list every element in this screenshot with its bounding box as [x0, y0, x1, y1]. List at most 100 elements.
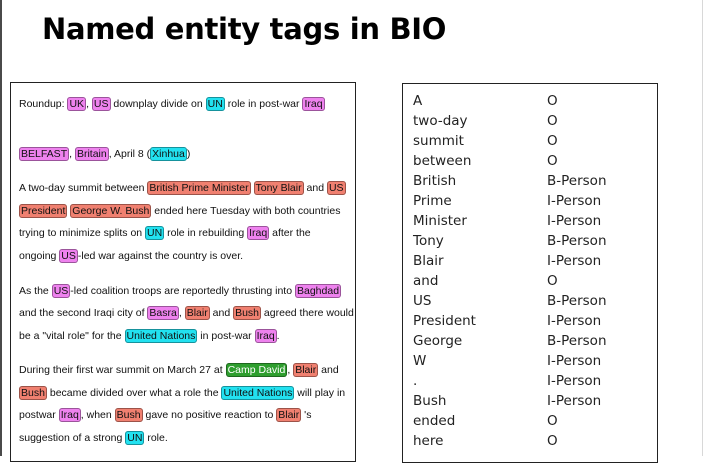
entity-highlight-loc: Baghdad: [295, 284, 342, 298]
bio-tag: I-Person: [547, 313, 602, 329]
bio-token: .: [413, 373, 418, 389]
entity-highlight-loc: US: [59, 249, 78, 263]
document-line: ongoing US -led war against the country i…: [19, 249, 243, 264]
document-text: postwar: [19, 409, 59, 421]
bio-token: President: [413, 313, 476, 329]
bio-token: Minister: [413, 213, 467, 229]
entity-highlight-org: Xinhua: [150, 147, 187, 161]
bio-row: Tony B-Person: [413, 231, 653, 251]
bio-row: President I-Person: [413, 311, 653, 331]
entity-highlight-loc: UK: [67, 97, 87, 111]
entity-highlight-loc: Iraq: [247, 226, 270, 240]
document-text: 's: [301, 409, 312, 421]
document-text: ,: [178, 307, 185, 319]
bio-token: ended: [413, 413, 456, 429]
document-text: will play in: [294, 387, 346, 399]
document-text: and: [303, 182, 327, 194]
document-line: be a "vital role" for the United Nations…: [19, 329, 280, 344]
bio-token: Blair: [413, 253, 444, 269]
bio-tag: I-Person: [547, 373, 602, 389]
document-text: -led war against the country is over.: [77, 250, 244, 262]
bio-row: between O: [413, 151, 653, 171]
entity-highlight-loc: BELFAST: [19, 147, 70, 161]
bio-token: US: [413, 293, 432, 309]
entity-highlight-per: George W. Bush: [70, 204, 152, 218]
entity-highlight-per: Blair: [293, 363, 319, 377]
document-text: trying to minimize splits on: [19, 227, 146, 239]
bio-token: A: [413, 93, 423, 109]
document-text: , when: [80, 409, 115, 421]
document-line: Roundup: UK, US downplay divide on UN ro…: [19, 97, 325, 112]
document-text: after the: [269, 227, 311, 239]
bio-row: Bush I-Person: [413, 391, 653, 411]
entity-highlight-loc: Iraq: [58, 408, 81, 422]
bio-token: summit: [413, 133, 464, 149]
bio-row: ended O: [413, 411, 653, 431]
bio-tag: O: [547, 133, 558, 149]
entity-highlight-per: British Prime Minister: [147, 181, 251, 195]
bio-token: between: [413, 153, 472, 169]
bio-tag: O: [547, 93, 558, 109]
document-line: Bush became divided over what a role the…: [19, 386, 345, 401]
document-text: suggestion of a strong: [19, 432, 126, 444]
document-line: and the second Iraqi city of Basra, Blai…: [19, 306, 354, 321]
entity-highlight-org: UN: [125, 431, 145, 445]
bio-row: George B-Person: [413, 331, 653, 351]
bio-tag: I-Person: [547, 353, 602, 369]
document-line: As the US -led coalition troops are repor…: [19, 284, 342, 299]
bio-token: Prime: [413, 193, 452, 209]
entity-highlight-loc: Iraq: [254, 329, 277, 343]
document-text: ,: [287, 364, 294, 376]
bio-token: George: [413, 333, 463, 349]
entity-highlight-per: Blair: [276, 408, 302, 422]
document-text: -led coalition troops are reportedly thr…: [70, 285, 295, 297]
document-text: ,: [86, 98, 92, 110]
document-text: became divided over what a role the: [46, 387, 222, 399]
entity-highlight-per: Bush: [233, 306, 262, 320]
bio-tag: O: [547, 413, 558, 429]
document-text: agreed there would: [261, 307, 354, 319]
document-text: A two-day summit between: [19, 182, 148, 194]
document-text: gave no positive reaction to: [142, 409, 277, 421]
bio-token: Bush: [413, 393, 447, 409]
document-text: .: [276, 330, 280, 342]
bio-token: two-day: [413, 113, 468, 129]
document-line: suggestion of a strong UN role.: [19, 431, 168, 446]
bio-token: here: [413, 433, 444, 449]
bio-row: Minister I-Person: [413, 211, 653, 231]
document-line: trying to minimize splits on UN role in …: [19, 226, 311, 241]
document-line: BELFAST, Britain, April 8 (Xinhua): [19, 147, 190, 162]
slide-right-border: [702, 0, 703, 456]
bio-row: British B-Person: [413, 171, 653, 191]
entity-highlight-loc: US: [91, 97, 111, 111]
bio-row: W I-Person: [413, 351, 653, 371]
slide-title: Named entity tags in BIO: [42, 12, 447, 46]
bio-token: Tony: [413, 233, 444, 249]
bio-tag: I-Person: [547, 213, 602, 229]
document-line: During their first war summit on March 2…: [19, 363, 339, 378]
bio-tag: B-Person: [547, 293, 607, 309]
bio-tag: O: [547, 433, 558, 449]
entity-highlight-loc: US: [51, 284, 71, 298]
entity-highlight-org: UN: [205, 97, 225, 111]
entity-highlight-org: United Nations: [221, 386, 295, 400]
bio-tag: B-Person: [547, 233, 607, 249]
entity-highlight-per: Bush: [19, 386, 47, 400]
bio-row: US B-Person: [413, 291, 653, 311]
document-text: and: [209, 307, 234, 319]
document-text: role in post-war: [224, 98, 303, 110]
bio-token: British: [413, 173, 457, 189]
document-line: A two-day summit between British Prime M…: [19, 181, 346, 196]
document-text: Roundup:: [19, 98, 68, 110]
document-text: ): [186, 148, 191, 160]
bio-tag: O: [547, 273, 558, 289]
bio-tag: B-Person: [547, 173, 607, 189]
slide-left-border: [0, 0, 2, 456]
entity-highlight-per: US: [326, 181, 346, 195]
bio-row: here O: [413, 431, 653, 451]
bio-tag: O: [547, 113, 558, 129]
bio-row: two-day O: [413, 111, 653, 131]
entity-highlight-loc: Basra: [147, 306, 179, 320]
entity-highlight-per: Tony Blair: [253, 181, 304, 195]
